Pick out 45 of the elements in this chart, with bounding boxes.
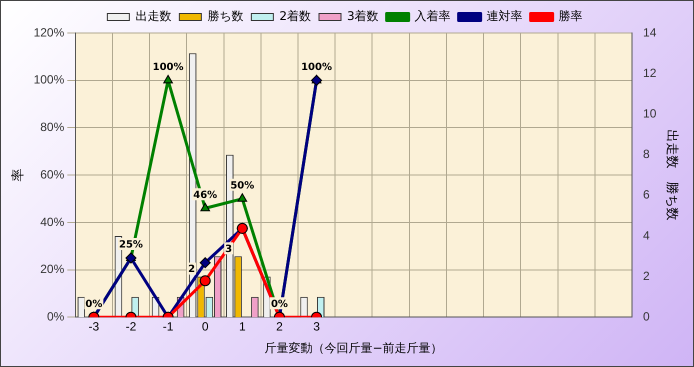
y-tick-label: 0% bbox=[46, 310, 65, 324]
x-tick-label: 0 bbox=[202, 320, 209, 334]
y-tick-label: 60% bbox=[40, 167, 65, 182]
x-tick-label: -2 bbox=[126, 320, 137, 334]
y-tick-label: 100% bbox=[34, 72, 65, 87]
legend-label: 勝ち数 bbox=[207, 9, 244, 24]
legend-label: 入着率 bbox=[414, 9, 451, 24]
y-tick-label: 40% bbox=[40, 214, 65, 229]
legend-label: 3着数 bbox=[347, 9, 379, 24]
y2-tick-label: 14 bbox=[643, 25, 657, 40]
legend-label: 連対率 bbox=[486, 9, 523, 24]
data-label: 50% bbox=[230, 180, 254, 192]
x-tick-label: -1 bbox=[162, 320, 174, 334]
data-label: 0% bbox=[270, 298, 288, 310]
x-tick-label: 1 bbox=[238, 320, 246, 334]
data-label: 100% bbox=[301, 62, 332, 73]
data-label: 2 bbox=[188, 264, 196, 276]
x-tick-label: 2 bbox=[276, 320, 284, 334]
x-axis-title: 斤量変動（今回斤量−前走斤量） bbox=[264, 340, 443, 355]
y2-tick-label: 8 bbox=[643, 147, 650, 162]
y2-tick-label: 4 bbox=[643, 228, 650, 242]
y-tick-label: 120% bbox=[34, 25, 65, 40]
data-label: 3 bbox=[225, 244, 232, 255]
y2-tick-label: 2 bbox=[643, 268, 650, 283]
y2-tick-label: 0 bbox=[643, 310, 650, 324]
legend-label: 勝率 bbox=[558, 9, 583, 24]
y2-axis-title: 出走数 勝ち数 bbox=[664, 130, 679, 221]
data-label: 25% bbox=[119, 240, 143, 251]
y2-tick-label: 12 bbox=[643, 66, 657, 80]
y-axis-title: 率 bbox=[10, 168, 26, 182]
data-label: 0% bbox=[85, 298, 102, 310]
x-tick-label: -3 bbox=[88, 320, 100, 334]
y2-tick-label: 10 bbox=[643, 106, 657, 121]
legend-label: 出走数 bbox=[135, 9, 172, 24]
y2-tick-label: 6 bbox=[643, 188, 650, 202]
point bbox=[311, 74, 322, 86]
data-label: 100% bbox=[152, 62, 184, 73]
point bbox=[200, 202, 210, 212]
legend-label: 2着数 bbox=[279, 9, 312, 24]
y-tick-label: 20% bbox=[40, 262, 65, 276]
point bbox=[237, 193, 248, 202]
y-tick-label: 80% bbox=[40, 120, 65, 134]
x-tick-label: 3 bbox=[313, 320, 320, 334]
point bbox=[163, 74, 173, 84]
data-label: 46% bbox=[193, 190, 218, 201]
